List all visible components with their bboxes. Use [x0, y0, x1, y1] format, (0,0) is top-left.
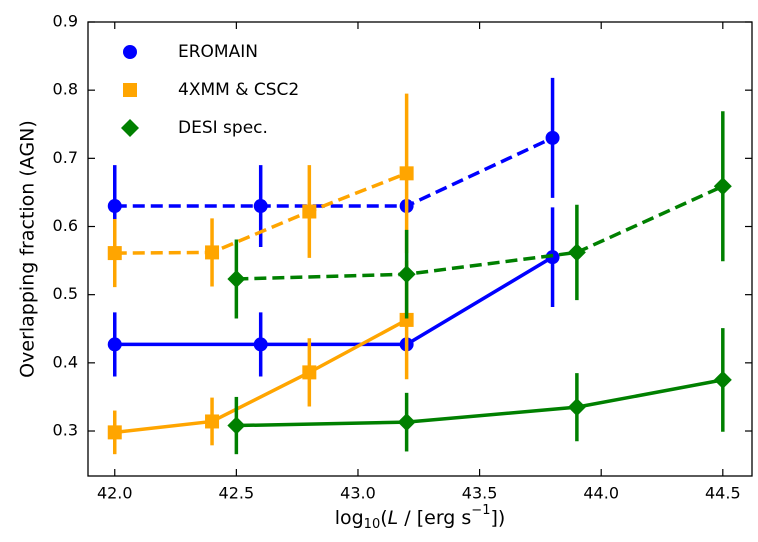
y-tick-label: 0.6: [53, 216, 78, 235]
y-tick-label: 0.7: [53, 148, 78, 167]
data-point: [253, 337, 268, 352]
x-label-part: ]): [490, 507, 505, 529]
data-point: [205, 245, 220, 260]
data-point: [107, 246, 122, 261]
series-line: [114, 171, 408, 255]
data-point: [302, 204, 317, 219]
series-line: [114, 318, 408, 435]
data-point: [399, 166, 414, 181]
y-axis-label: Overlapping fraction (AGN): [17, 120, 39, 378]
y-tick-label: 0.9: [53, 12, 78, 31]
data-point: [107, 199, 122, 214]
y-tick-label: 0.4: [53, 352, 78, 371]
data-point: [713, 370, 732, 389]
legend-label: DESI spec.: [178, 118, 268, 138]
y-tick-label: 0.5: [53, 284, 78, 303]
data-point: [227, 416, 246, 435]
data-point: [567, 243, 586, 262]
data-point: [545, 130, 560, 145]
data-point: [567, 398, 586, 417]
data-point: [713, 177, 732, 196]
x-tick-label: 42.5: [219, 484, 255, 503]
x-label-part: (: [380, 507, 387, 529]
x-label-part: log: [335, 507, 364, 529]
legend-label: EROMAIN: [178, 42, 258, 62]
legend-marker: [123, 83, 137, 97]
series-line: [236, 184, 724, 281]
legend-label: 4XMM & CSC2: [178, 80, 299, 100]
x-tick-label: 44.5: [705, 484, 741, 503]
data-point: [227, 269, 246, 288]
series-line: [236, 378, 724, 428]
x-axis-label: log10(L / [erg s−1]): [335, 503, 506, 532]
x-tick-label: 43.5: [462, 484, 498, 503]
series-line: [114, 136, 554, 208]
data-point: [205, 414, 220, 429]
legend-marker: [121, 119, 139, 137]
plot-frame: [87, 21, 753, 477]
data-point: [399, 312, 414, 327]
data-point: [107, 337, 122, 352]
data-point: [107, 425, 122, 440]
x-tick-label: 42.0: [97, 484, 133, 503]
data-point: [397, 265, 416, 284]
data-point: [302, 365, 317, 380]
x-label-part: 10: [364, 517, 381, 532]
series-line: [114, 255, 554, 347]
y-tick-label: 0.8: [53, 80, 78, 99]
data-point: [397, 413, 416, 432]
legend-marker: [123, 45, 137, 59]
x-tick-label: 43.0: [340, 484, 376, 503]
y-tick-label: 0.3: [53, 421, 78, 440]
x-tick-label: 44.0: [583, 484, 619, 503]
x-label-part: / [erg s: [398, 507, 471, 529]
x-label-part: −1: [471, 503, 490, 518]
x-label-part: L: [388, 507, 399, 529]
data-point: [253, 199, 268, 214]
